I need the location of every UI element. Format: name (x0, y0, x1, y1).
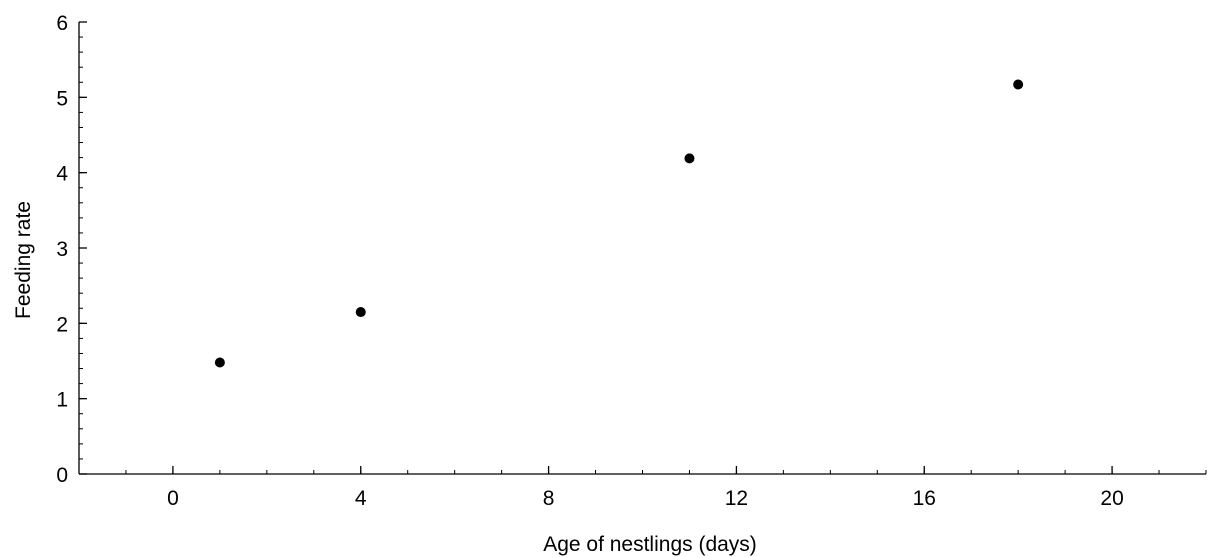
x-tick-label: 0 (167, 487, 179, 510)
y-tick-label: 2 (56, 313, 68, 336)
y-tick-label: 3 (56, 238, 68, 261)
x-tick-label: 16 (913, 487, 936, 510)
y-tick-label: 4 (56, 163, 68, 186)
x-tick-label: 12 (725, 487, 748, 510)
y-axis-title: Feeding rate (12, 201, 35, 319)
x-tick-label: 4 (355, 487, 367, 510)
data-point (1013, 79, 1024, 90)
data-point (214, 357, 225, 368)
y-tick-label: 6 (56, 12, 68, 35)
x-tick-label: 8 (543, 487, 555, 510)
x-ticks: 0 4 8 12 16 20 (167, 466, 1124, 510)
minor-ticks (78, 21, 1207, 475)
axes (78, 22, 1206, 475)
y-tick-label: 0 (56, 464, 68, 487)
y-tick-label: 1 (56, 389, 68, 412)
y-ticks: 0 1 2 3 4 5 6 (56, 12, 87, 487)
y-tick-label: 5 (56, 87, 68, 110)
data-point (355, 307, 366, 318)
x-axis-title: Age of nestlings (days) (543, 533, 757, 556)
x-tick-label: 20 (1100, 487, 1123, 510)
data-point (684, 153, 695, 164)
data-points (214, 79, 1024, 368)
